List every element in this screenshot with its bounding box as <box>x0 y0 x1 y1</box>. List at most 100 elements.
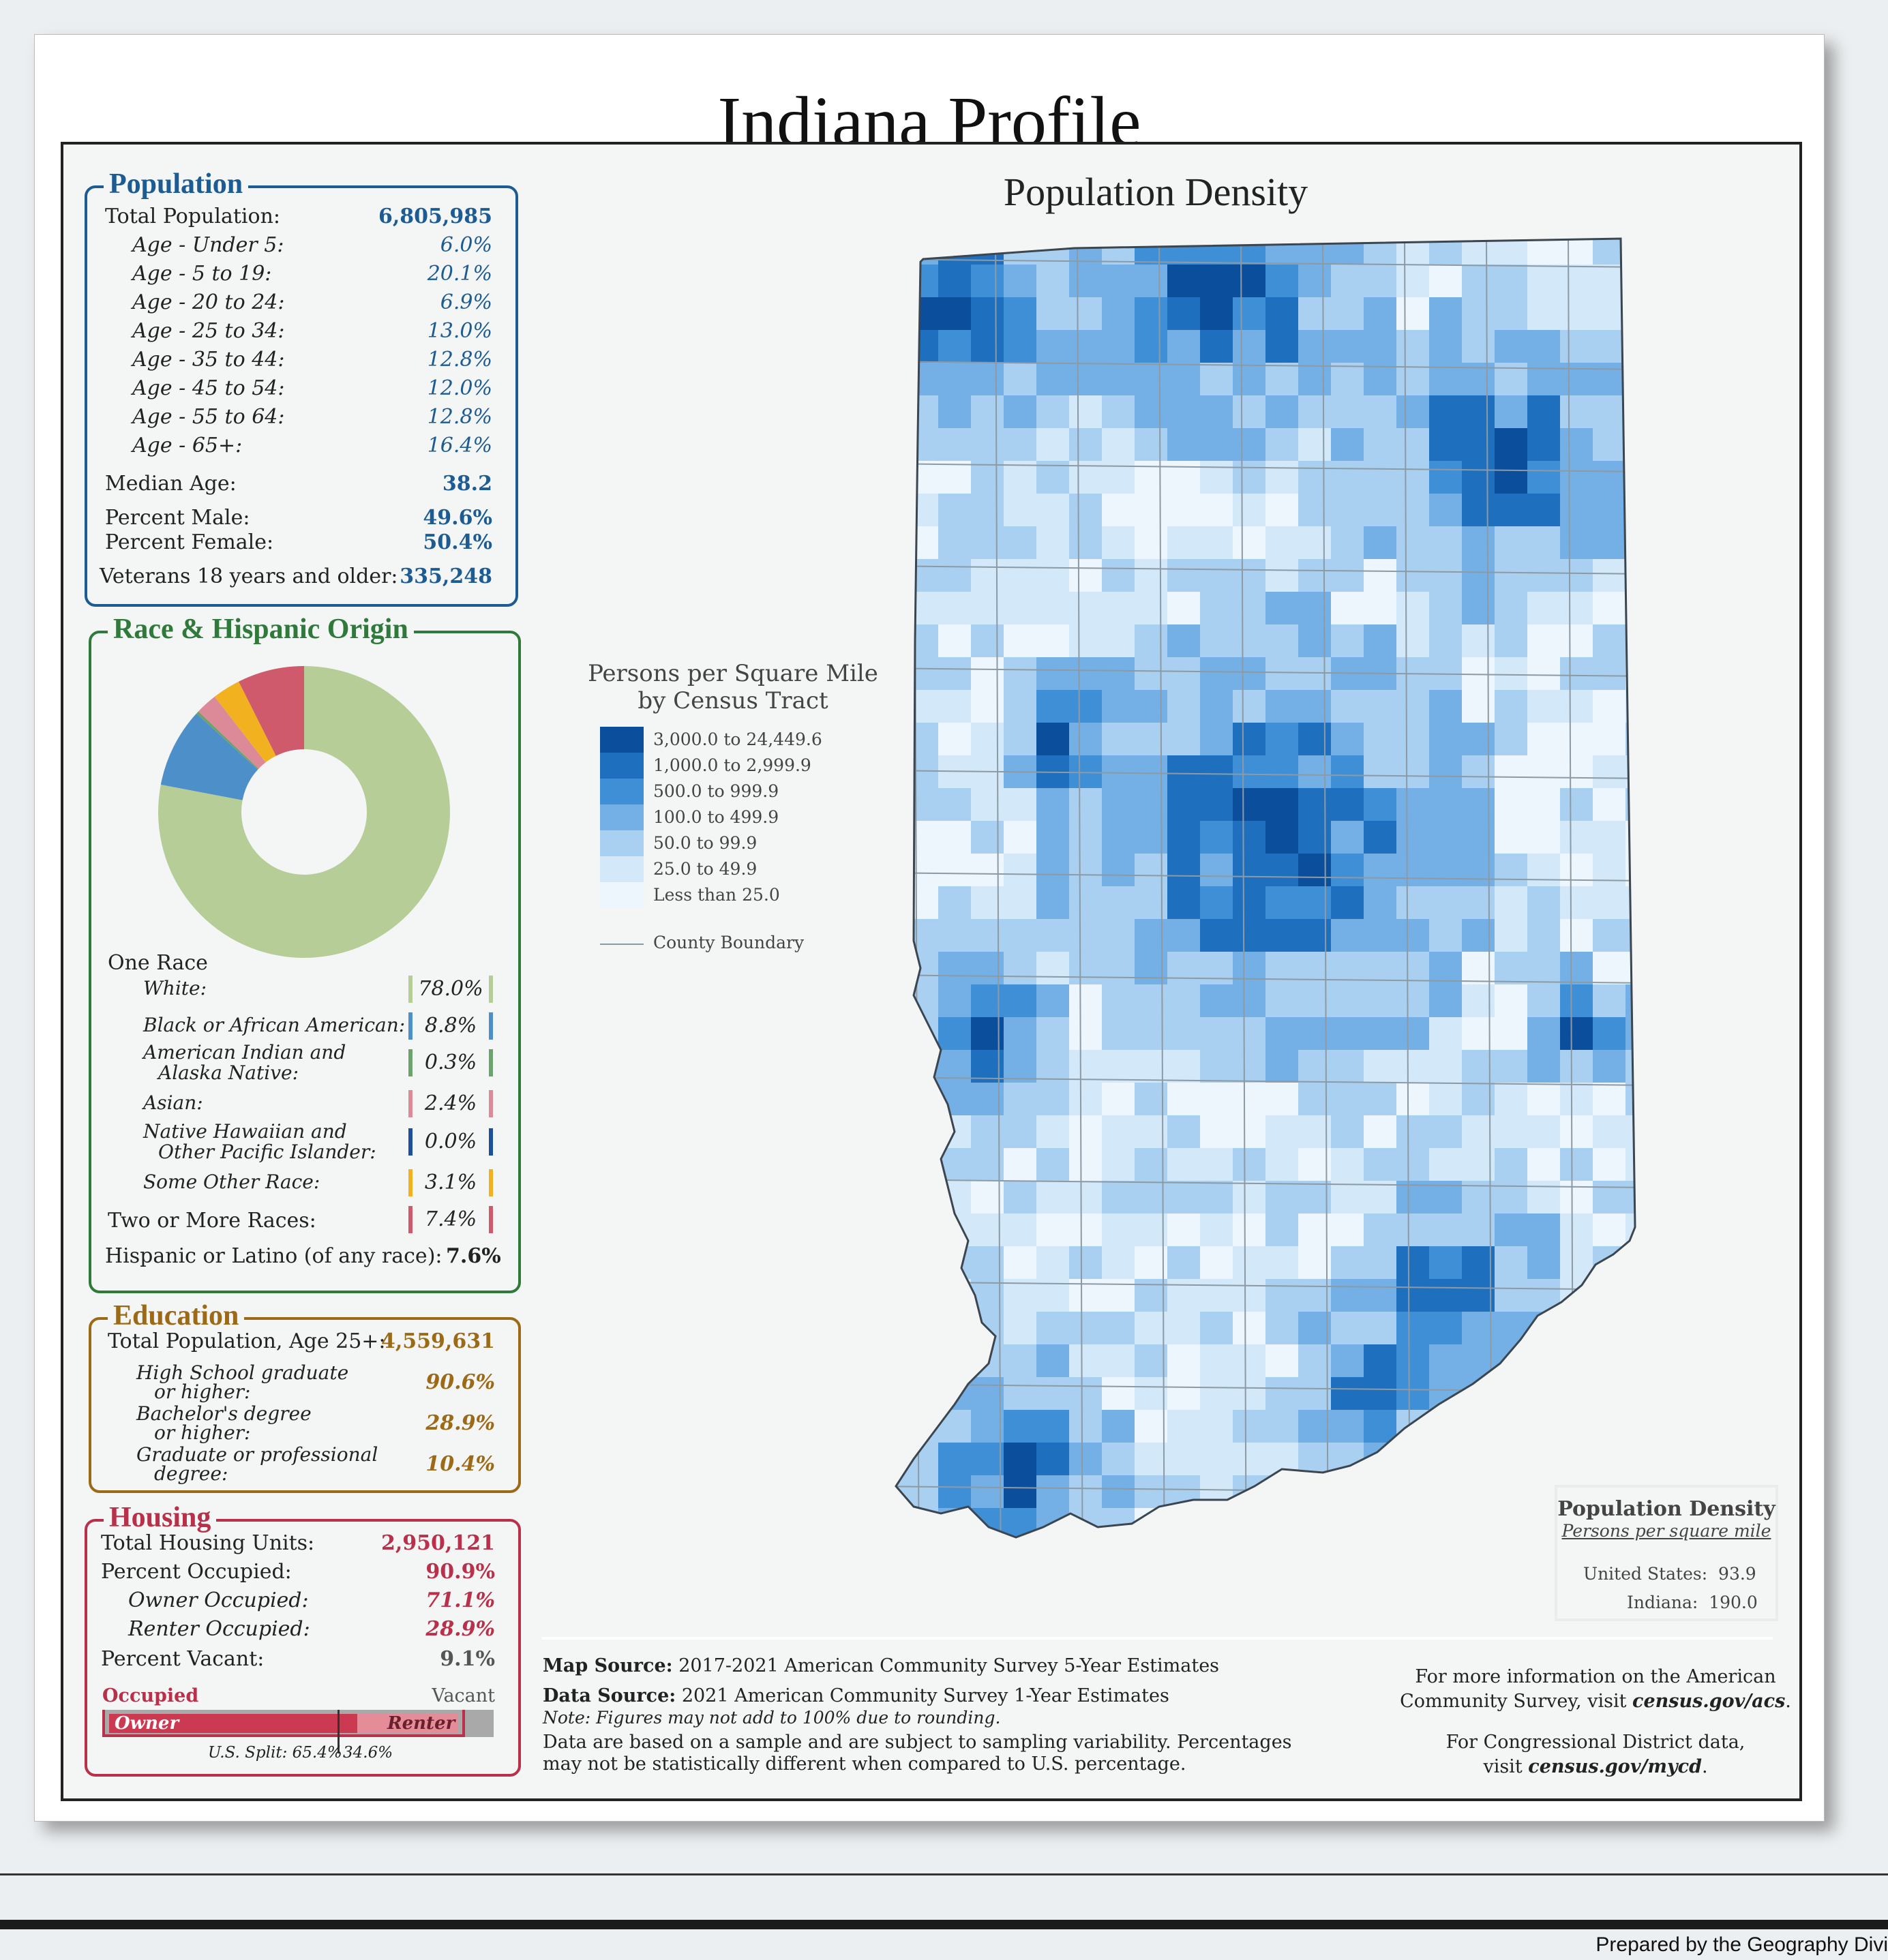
census-tract <box>1625 1312 1635 1344</box>
population-row: Median Age: 38.2 <box>105 472 492 496</box>
census-tract <box>1593 952 1625 984</box>
census-tract <box>1200 952 1233 984</box>
census-tract <box>1364 297 1396 330</box>
census-tract <box>1200 1573 1233 1606</box>
legend-swatch <box>600 753 644 779</box>
population-row: Age - 45 to 54: 12.0% <box>105 376 492 401</box>
census-tract <box>1527 755 1560 788</box>
census-tract <box>1495 461 1527 494</box>
census-tract <box>1625 330 1635 363</box>
census-tract <box>1331 1050 1364 1083</box>
census-tract <box>1331 1213 1364 1246</box>
legend-label: 50.0 to 99.9 <box>653 833 758 853</box>
divider-line <box>542 1637 1773 1640</box>
census-tract <box>1560 461 1593 494</box>
census-tract <box>1004 1443 1036 1475</box>
census-tract <box>1102 526 1135 559</box>
census-tract <box>1200 363 1233 395</box>
population-row-value: 38.2 <box>442 472 492 496</box>
education-row: Graduate or professional degree: 10.4% <box>109 1445 495 1483</box>
census-tract <box>1429 395 1462 428</box>
census-tract <box>905 919 938 952</box>
census-tract <box>1331 919 1364 952</box>
census-tract <box>1036 265 1069 297</box>
census-tract <box>1462 1443 1495 1475</box>
education-label-line2: or higher: <box>154 1421 251 1444</box>
census-tract <box>1462 526 1495 559</box>
census-tract <box>1265 526 1298 559</box>
census-tract <box>1593 657 1625 690</box>
census-tract <box>1298 461 1331 494</box>
census-tract <box>938 657 971 690</box>
census-tract <box>1625 428 1635 461</box>
census-tract <box>1429 461 1462 494</box>
census-tract <box>1102 821 1135 854</box>
census-tract <box>1265 1279 1298 1312</box>
census-tract <box>1167 239 1200 265</box>
census-tract <box>1527 1115 1560 1148</box>
census-tract <box>1560 1344 1593 1377</box>
census-tract <box>1429 1508 1462 1537</box>
census-tract <box>1396 984 1429 1017</box>
census-tract <box>1004 1148 1036 1181</box>
census-tract <box>1560 952 1593 984</box>
census-tract <box>1396 494 1429 526</box>
census-tract <box>1135 297 1167 330</box>
census-tract <box>1495 788 1527 821</box>
census-tract <box>1495 657 1527 690</box>
census-tract <box>1233 1508 1265 1537</box>
population-row-label: Percent Female: <box>105 530 274 554</box>
housing-heading: Housing <box>104 1501 217 1534</box>
census-tract <box>1167 723 1200 755</box>
census-tract <box>1265 1213 1298 1246</box>
census-tract <box>1331 624 1364 657</box>
map-title: Population Density <box>1003 170 1308 214</box>
census-tract <box>1364 1115 1396 1148</box>
census-tract <box>938 1443 971 1475</box>
census-tract <box>938 1344 971 1377</box>
info-line3: For Congressional District data, <box>1445 1732 1745 1753</box>
race-panel: Race & Hispanic Origin One Race White: 78… <box>89 613 521 1293</box>
census-tract <box>1495 494 1527 526</box>
census-tract <box>1069 494 1102 526</box>
census-tract <box>971 1115 1004 1148</box>
census-tract <box>905 297 938 330</box>
census-tract <box>1625 592 1635 624</box>
census-tract <box>1298 526 1331 559</box>
census-tract <box>1200 1115 1233 1148</box>
census-tract <box>1102 363 1135 395</box>
census-tract <box>1396 1443 1429 1475</box>
census-tract <box>1331 1377 1364 1410</box>
population-row-label: Age - Under 5: <box>132 233 284 257</box>
legend-label: Less than 25.0 <box>653 885 780 905</box>
census-tract <box>1265 886 1298 919</box>
census-tract <box>1495 526 1527 559</box>
hispanic-label: Hispanic or Latino (of any race): <box>105 1244 443 1268</box>
legend-label: 1,000.0 to 2,999.9 <box>653 755 811 775</box>
census-tract <box>1462 592 1495 624</box>
census-tract <box>1135 1181 1167 1213</box>
census-tract <box>938 1050 971 1083</box>
housing-row-value: 2,950,121 <box>380 1531 495 1555</box>
census-tract <box>1135 1606 1167 1623</box>
census-tract <box>1200 1606 1233 1623</box>
census-tract <box>1265 1606 1298 1623</box>
mycd-link[interactable]: census.gov/mycd <box>1528 1756 1702 1777</box>
census-tract <box>1396 723 1429 755</box>
census-tract <box>905 952 938 984</box>
census-tract <box>1593 395 1625 428</box>
census-tract <box>1429 265 1462 297</box>
census-tract <box>1298 1377 1331 1410</box>
census-tract <box>1625 723 1635 755</box>
population-row-value: 12.8% <box>427 348 492 372</box>
census-tract <box>1135 657 1167 690</box>
census-tract <box>1004 494 1036 526</box>
census-tract <box>1396 1541 1429 1573</box>
census-tract <box>1495 1508 1527 1537</box>
census-tract <box>1069 297 1102 330</box>
census-tract <box>1593 461 1625 494</box>
census-tract <box>1069 330 1102 363</box>
acs-link[interactable]: census.gov/acs <box>1632 1691 1786 1712</box>
census-tract <box>905 755 938 788</box>
census-tract <box>1593 1279 1625 1312</box>
